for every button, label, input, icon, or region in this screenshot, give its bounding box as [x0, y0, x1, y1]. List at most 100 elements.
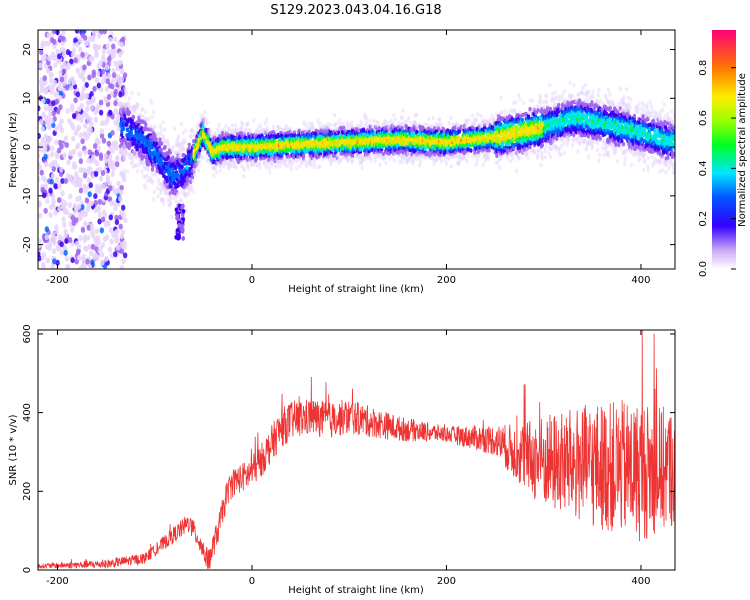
heatmap-cell	[70, 124, 76, 131]
heatmap-cell	[95, 70, 101, 77]
heatmap-cell	[96, 82, 102, 89]
heatmap-cell	[95, 254, 100, 261]
heatmap-cell	[278, 126, 282, 131]
heatmap-cell	[181, 146, 185, 151]
heatmap-cell	[51, 166, 56, 173]
heatmap-cell	[177, 143, 181, 148]
heatmap-cell	[46, 116, 52, 123]
heatmap-cell	[136, 103, 140, 108]
heatmap-cell	[77, 37, 83, 44]
heatmap-cell	[368, 118, 372, 123]
heatmap-cell	[102, 236, 108, 243]
heatmap-cell	[45, 257, 50, 264]
heatmap-cell	[447, 121, 451, 126]
heatmap-cell	[100, 54, 106, 61]
heatmap-cell	[108, 36, 113, 43]
heatmap-cell	[449, 115, 453, 121]
heatmap-cell	[99, 227, 104, 234]
heatmap-cell	[295, 165, 299, 171]
heatmap-cell	[122, 252, 128, 259]
heatmap-cell	[50, 151, 55, 158]
heatmap-cell	[69, 103, 75, 110]
heatmap-cell	[191, 129, 195, 134]
heatmap-cell	[338, 121, 342, 126]
heatmap-cell	[248, 130, 252, 135]
heatmap-cell	[59, 241, 64, 248]
heatmap-cell	[98, 175, 104, 182]
heatmap-cell	[108, 214, 113, 221]
heatmap-cell	[186, 191, 191, 197]
heatmap-cell	[114, 219, 120, 226]
heatmap-cell	[118, 51, 123, 58]
heatmap-cell	[401, 108, 405, 114]
heatmap-cell	[63, 73, 68, 80]
heatmap-cell	[81, 253, 86, 260]
heatmap-cell	[192, 171, 197, 177]
heatmap-cell	[57, 122, 63, 129]
heatmap-cell	[101, 73, 107, 80]
heatmap-cell	[71, 113, 77, 120]
heatmap-cell	[447, 155, 451, 160]
heatmap-cell	[252, 118, 256, 123]
heatmap-cell	[58, 35, 63, 42]
heatmap-cell	[74, 217, 79, 224]
heatmap-cell	[121, 172, 126, 179]
heatmap-cell	[303, 122, 307, 127]
heatmap-cell	[63, 228, 68, 235]
heatmap-cell	[77, 72, 83, 79]
heatmap-cell	[80, 262, 86, 269]
heatmap-cell	[104, 255, 109, 262]
heatmap-cell	[342, 125, 346, 130]
heatmap-cell	[46, 84, 52, 91]
heatmap-cell	[57, 84, 62, 91]
heatmap-cell	[61, 68, 67, 75]
heatmap-cell	[106, 56, 112, 63]
heatmap-cell	[85, 258, 90, 265]
heatmap-cell	[370, 124, 374, 129]
heatmap-cell	[155, 168, 159, 174]
heatmap-cell	[107, 246, 113, 253]
heatmap-cell	[82, 172, 88, 179]
heatmap-cell	[172, 170, 176, 176]
heatmap-cell	[111, 43, 116, 50]
heatmap-cell	[425, 122, 429, 128]
heatmap-cell	[88, 158, 93, 165]
heatmap-cell	[346, 126, 351, 131]
heatmap-cell	[105, 64, 110, 71]
heatmap-cell	[365, 119, 369, 124]
heatmap-cell	[86, 177, 92, 184]
heatmap-cell	[285, 164, 290, 169]
heatmap-cell	[78, 158, 84, 165]
heatmap-cell	[312, 161, 316, 166]
heatmap-cell	[77, 150, 83, 157]
heatmap-cell	[38, 105, 41, 112]
heatmap-cell	[240, 133, 244, 138]
heatmap-cell	[107, 72, 112, 79]
heatmap-cell	[219, 163, 223, 168]
heatmap-cell	[125, 127, 129, 132]
heatmap-cell	[217, 123, 221, 128]
heatmap-cell	[466, 152, 470, 158]
heatmap-cell	[110, 83, 115, 90]
heatmap-cell	[161, 161, 165, 167]
heatmap-cell	[114, 76, 120, 83]
heatmap-cell	[156, 186, 160, 191]
heatmap-cell	[183, 140, 187, 145]
heatmap-cell	[69, 76, 75, 83]
heatmap-cell	[189, 148, 193, 154]
heatmap-cell	[263, 120, 267, 126]
heatmap-cell	[95, 183, 100, 190]
heatmap-cell	[77, 195, 82, 202]
heatmap-cell	[38, 62, 43, 69]
heatmap-cell	[48, 77, 54, 84]
heatmap-cell	[49, 237, 54, 244]
heatmap-cell	[109, 252, 115, 259]
heatmap-cell	[48, 187, 53, 194]
heatmap-cell	[73, 57, 78, 64]
heatmap-cell	[72, 161, 77, 168]
heatmap-cell	[140, 169, 144, 174]
heatmap-cell	[141, 160, 145, 165]
heatmap-cell	[92, 254, 97, 261]
heatmap-cell	[266, 128, 270, 134]
heatmap-cell	[457, 129, 461, 134]
